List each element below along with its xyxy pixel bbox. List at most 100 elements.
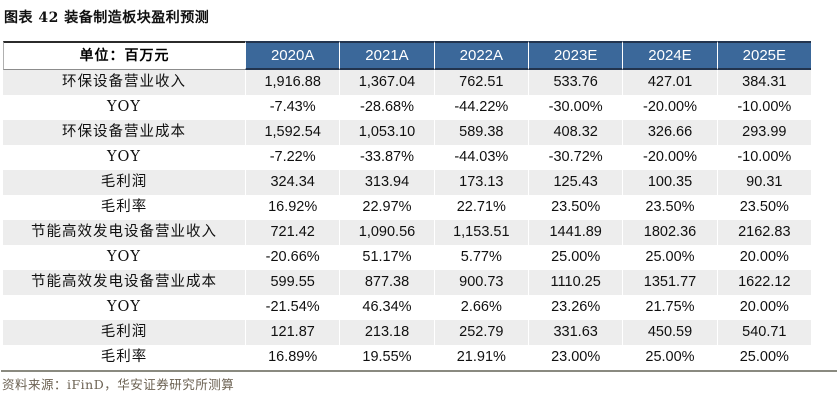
table-row: YOY -20.66% 51.17% 5.77% 25.00% 25.00% 20.00% [3, 245, 811, 270]
value-cell: 721.42 [245, 220, 340, 245]
value-cell: 25.00% [622, 245, 717, 270]
row-label: 毛利润 [3, 170, 245, 195]
value-cell: 1802.36 [622, 220, 717, 245]
value-cell: 16.89% [245, 345, 340, 370]
value-cell: 213.18 [339, 320, 434, 345]
table-row: 毛利率 16.92% 22.97% 22.71% 23.50% 23.50% 23.50% [3, 195, 811, 220]
table-row: 节能高效发电设备营业成本 599.55 877.38 900.73 1110.25 135… [3, 270, 811, 295]
value-cell: 293.99 [716, 120, 811, 145]
value-cell: 384.31 [716, 70, 811, 95]
value-cell: -7.22% [245, 145, 340, 170]
value-cell: 1,053.10 [339, 120, 434, 145]
value-cell: 23.00% [528, 345, 623, 370]
forecast-table: 单位：百万元 2020A 2021A 2022A 2023E 2024E 2025E 环保… [3, 41, 811, 370]
value-cell: 5.77% [433, 245, 528, 270]
value-cell: -28.68% [339, 95, 434, 120]
value-cell: 21.75% [622, 295, 717, 320]
row-label: YOY [3, 95, 245, 120]
value-cell: 23.50% [716, 195, 811, 220]
value-cell: 877.38 [339, 270, 434, 295]
value-cell: 589.38 [433, 120, 528, 145]
value-cell: -33.87% [339, 145, 434, 170]
year-header-cell: 2023E [528, 41, 623, 70]
value-cell: 46.34% [339, 295, 434, 320]
row-label: 环保设备营业收入 [3, 70, 245, 95]
row-label: YOY [3, 145, 245, 170]
value-cell: -44.03% [433, 145, 528, 170]
value-cell: -20.66% [245, 245, 340, 270]
year-header-cell: 2024E [622, 41, 717, 70]
value-cell: -7.43% [245, 95, 340, 120]
value-cell: -21.54% [245, 295, 340, 320]
value-cell: 23.26% [528, 295, 623, 320]
year-header-cell: 2020A [245, 41, 340, 70]
value-cell: 1622.12 [716, 270, 811, 295]
value-cell: 19.55% [339, 345, 434, 370]
value-cell: 23.50% [622, 195, 717, 220]
table-row: 环保设备营业收入 1,916.88 1,367.04 762.51 533.76 427.… [3, 70, 811, 95]
row-label: YOY [3, 295, 245, 320]
table-row: YOY -7.43% -28.68% -44.22% -30.00% -20.00% -10… [3, 95, 811, 120]
value-cell: 599.55 [245, 270, 340, 295]
value-cell: 22.71% [433, 195, 528, 220]
value-cell: 408.32 [528, 120, 623, 145]
row-label: 环保设备营业成本 [3, 120, 245, 145]
value-cell: 326.66 [622, 120, 717, 145]
value-cell: 1,090.56 [339, 220, 434, 245]
row-label: 节能高效发电设备营业成本 [3, 270, 245, 295]
value-cell: 1110.25 [528, 270, 623, 295]
value-cell: -44.22% [433, 95, 528, 120]
value-cell: 21.91% [433, 345, 528, 370]
row-label: 毛利润 [3, 320, 245, 345]
unit-header-cell: 单位：百万元 [3, 41, 245, 70]
value-cell: 1351.77 [622, 270, 717, 295]
table-bottom-rule [1, 370, 837, 372]
value-cell: 900.73 [433, 270, 528, 295]
table-row: 环保设备营业成本 1,592.54 1,053.10 589.38 408.32 326.… [3, 120, 811, 145]
value-cell: -20.00% [622, 145, 717, 170]
value-cell: 533.76 [528, 70, 623, 95]
value-cell: 1,592.54 [245, 120, 340, 145]
value-cell: -30.72% [528, 145, 623, 170]
value-cell: 125.43 [528, 170, 623, 195]
source-note: 资料来源：iFinD，华安证券研究所测算 [2, 377, 235, 392]
row-label: YOY [3, 245, 245, 270]
value-cell: -10.00% [716, 95, 811, 120]
value-cell: 25.00% [716, 345, 811, 370]
value-cell: 1,367.04 [339, 70, 434, 95]
table-row: 毛利率 16.89% 19.55% 21.91% 23.00% 25.00% 25.00% [3, 345, 811, 370]
table-row: 毛利润 324.34 313.94 173.13 125.43 100.35 90.31 [3, 170, 811, 195]
value-cell: 20.00% [716, 295, 811, 320]
value-cell: 252.79 [433, 320, 528, 345]
value-cell: 121.87 [245, 320, 340, 345]
table-row: YOY -21.54% 46.34% 2.66% 23.26% 21.75% 20.00% [3, 295, 811, 320]
value-cell: 25.00% [622, 345, 717, 370]
value-cell: 25.00% [528, 245, 623, 270]
value-cell: 1,916.88 [245, 70, 340, 95]
value-cell: 540.71 [716, 320, 811, 345]
value-cell: 100.35 [622, 170, 717, 195]
value-cell: 762.51 [433, 70, 528, 95]
header-row: 单位：百万元 2020A 2021A 2022A 2023E 2024E 2025E [3, 41, 811, 70]
row-label: 毛利率 [3, 345, 245, 370]
value-cell: 1,153.51 [433, 220, 528, 245]
value-cell: 2162.83 [716, 220, 811, 245]
figure-title: 图表 42 装备制造板块盈利预测 [4, 10, 210, 26]
table-row: 节能高效发电设备营业收入 721.42 1,090.56 1,153.51 1441.8… [3, 220, 811, 245]
value-cell: 22.97% [339, 195, 434, 220]
year-header-cell: 2025E [716, 41, 811, 70]
report-figure: 图表 42 装备制造板块盈利预测 单位：百万元 2020A 2021A 2022A 2… [0, 8, 840, 400]
value-cell: 20.00% [716, 245, 811, 270]
value-cell: 51.17% [339, 245, 434, 270]
table-body: 环保设备营业收入 1,916.88 1,367.04 762.51 533.76 427.… [3, 70, 811, 370]
value-cell: 313.94 [339, 170, 434, 195]
year-header-cell: 2021A [339, 41, 434, 70]
row-label: 节能高效发电设备营业收入 [3, 220, 245, 245]
value-cell: 16.92% [245, 195, 340, 220]
value-cell: 1441.89 [528, 220, 623, 245]
value-cell: 2.66% [433, 295, 528, 320]
table-row: 毛利润 121.87 213.18 252.79 331.63 450.59 540.71 [3, 320, 811, 345]
value-cell: 450.59 [622, 320, 717, 345]
row-label: 毛利率 [3, 195, 245, 220]
value-cell: -10.00% [716, 145, 811, 170]
